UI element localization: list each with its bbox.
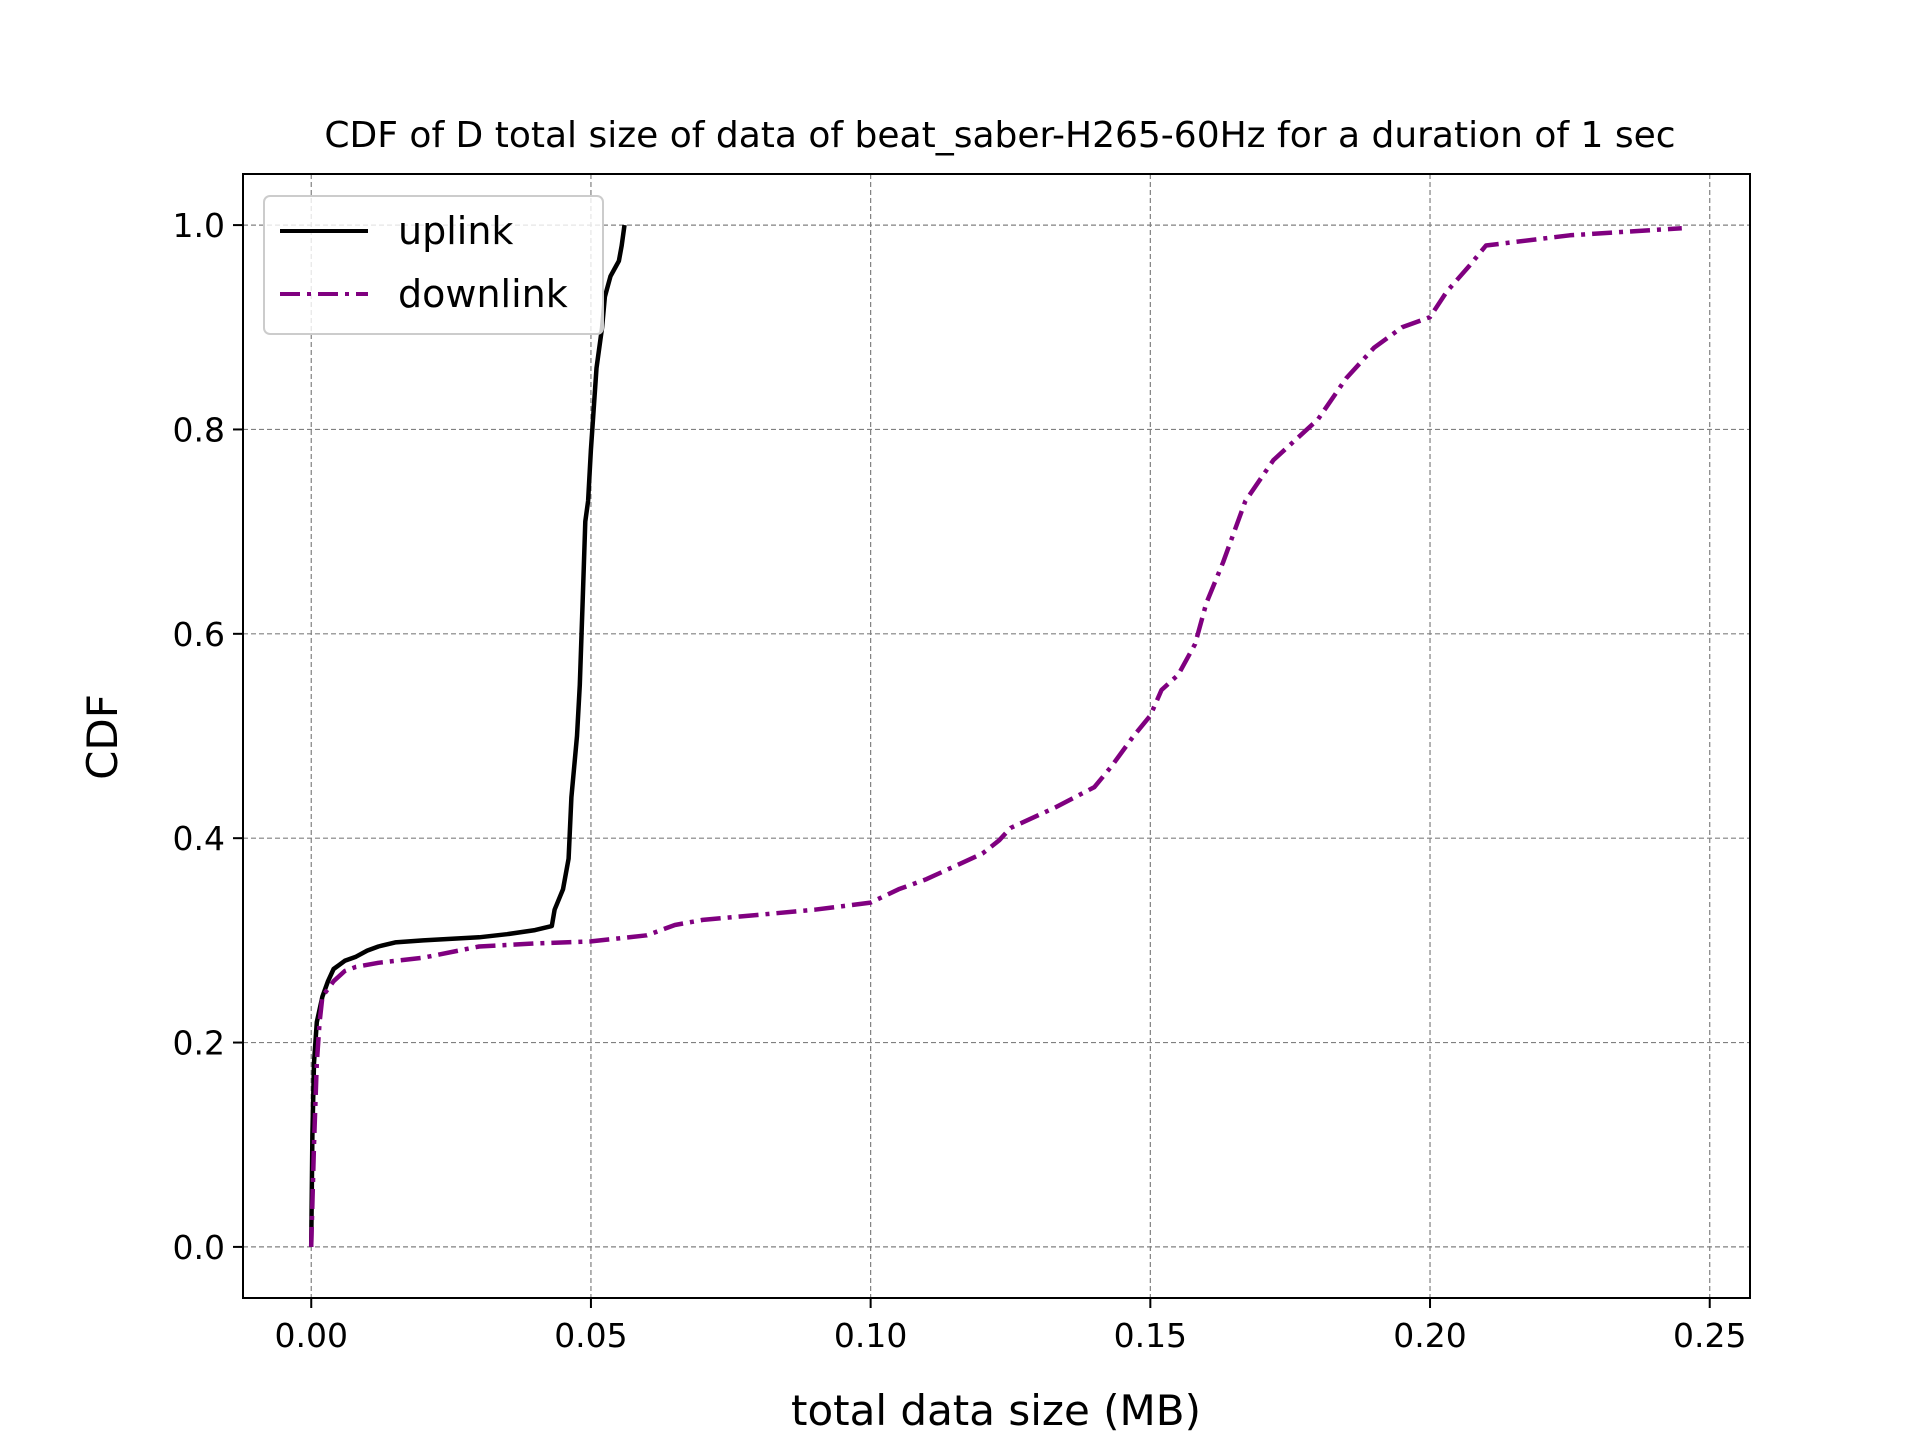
plot-frame xyxy=(242,173,1751,1299)
y-tick-label: 0.2 xyxy=(173,1024,225,1063)
y-tick-label: 0.6 xyxy=(173,615,225,654)
x-tick-label: 0.25 xyxy=(1673,1316,1746,1355)
chart-title: CDF of D total size of data of beat_sabe… xyxy=(324,115,1675,156)
series-group xyxy=(308,224,1682,1247)
x-tick-label: 0.00 xyxy=(275,1316,348,1355)
x-tick-label: 0.10 xyxy=(834,1316,907,1355)
series-line-uplink xyxy=(308,224,627,1247)
x-axis: 0.00 0.05 0.10 0.15 0.20 0.25 xyxy=(275,1298,1746,1355)
x-tick-label: 0.15 xyxy=(1114,1316,1187,1355)
x-tick-label: 0.05 xyxy=(554,1316,627,1355)
y-tick-label: 0.0 xyxy=(173,1228,225,1267)
y-tick-label: 0.8 xyxy=(173,410,225,449)
legend-label-uplink: uplink xyxy=(398,209,513,253)
x-axis-label: total data size (MB) xyxy=(791,1386,1201,1435)
legend: uplink downlink xyxy=(263,195,604,335)
y-axis-label: CDF xyxy=(78,694,127,780)
series-line-downlink xyxy=(308,225,1682,1247)
y-axis: 0.0 0.2 0.4 0.6 0.8 1.0 xyxy=(173,206,243,1267)
legend-label-downlink: downlink xyxy=(398,272,568,316)
y-tick-label: 1.0 xyxy=(173,206,225,245)
y-tick-label: 0.4 xyxy=(173,819,225,858)
x-tick-label: 0.20 xyxy=(1393,1316,1466,1355)
